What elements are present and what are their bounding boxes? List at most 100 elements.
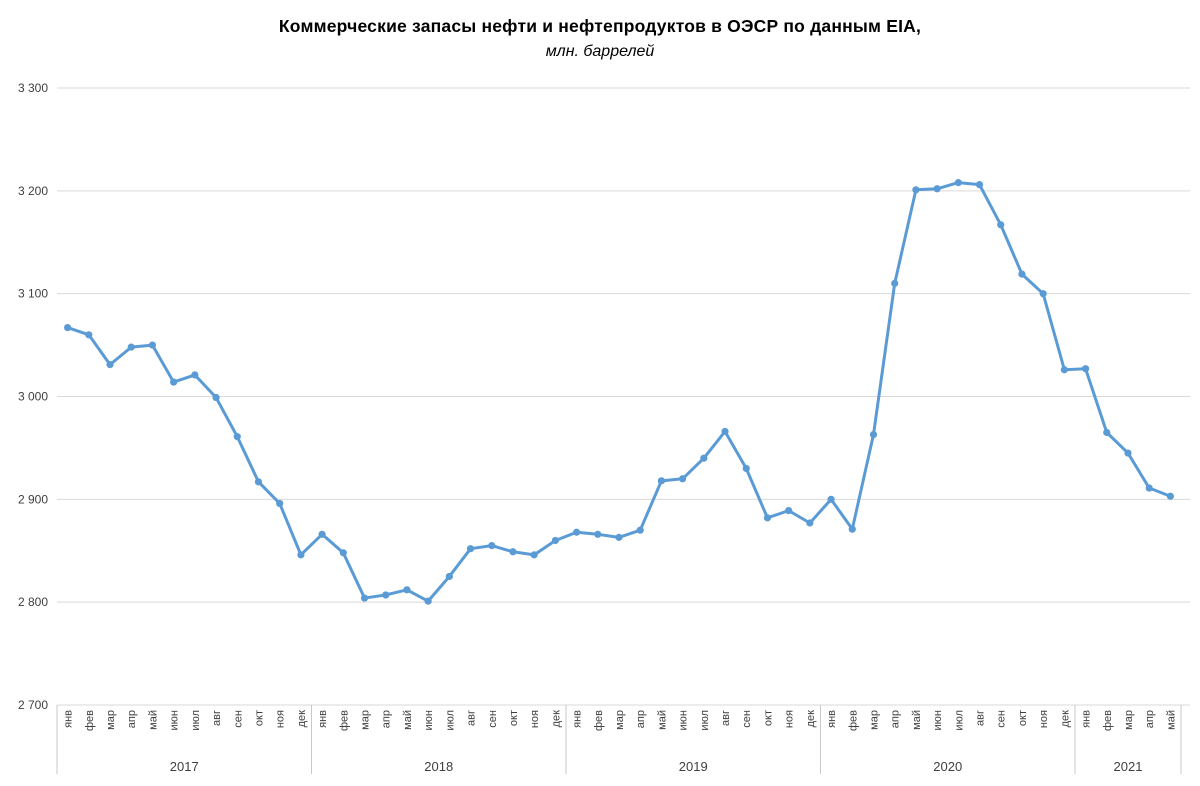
data-point	[106, 361, 114, 369]
month-label: мар	[614, 710, 626, 730]
y-tick-label: 3 300	[18, 81, 48, 95]
data-point	[679, 475, 687, 483]
year-label: 2017	[170, 759, 199, 774]
month-label: дек	[805, 710, 817, 728]
year-label: 2019	[679, 759, 708, 774]
data-point	[1039, 290, 1047, 298]
title-block: Коммерческие запасы нефти и нефтепродукт…	[0, 16, 1200, 61]
month-label: июл	[953, 710, 965, 731]
month-label: фев	[84, 710, 96, 731]
month-label: июл	[190, 710, 202, 731]
data-point	[912, 186, 920, 194]
month-label: сен	[996, 710, 1008, 728]
data-point	[657, 477, 666, 485]
data-point	[1103, 428, 1111, 437]
data-point	[382, 591, 390, 599]
data-point	[1060, 366, 1068, 374]
data-point	[191, 371, 199, 379]
data-point	[170, 378, 178, 386]
month-label: дек	[1059, 710, 1071, 728]
month-label: май	[402, 710, 414, 730]
month-label: апр	[381, 710, 393, 728]
data-series	[64, 179, 1174, 605]
data-point	[572, 528, 581, 536]
month-label: окт	[762, 710, 774, 726]
data-point	[403, 586, 411, 594]
data-point	[615, 533, 623, 541]
month-label: мар	[1123, 710, 1135, 730]
month-label: апр	[890, 710, 902, 728]
data-point	[254, 478, 263, 486]
data-point	[806, 519, 814, 527]
data-point	[785, 507, 793, 515]
chart-title: Коммерческие запасы нефти и нефтепродукт…	[278, 16, 922, 36]
data-point	[997, 221, 1005, 229]
month-label: мар	[105, 710, 117, 730]
data-point	[827, 495, 835, 503]
data-point	[869, 430, 878, 439]
y-tick-label: 3 100	[18, 287, 48, 301]
month-label: окт	[1017, 710, 1029, 726]
year-label: 2020	[933, 759, 962, 774]
month-label: июн	[423, 710, 435, 730]
data-point	[721, 427, 729, 436]
month-label: янв	[572, 710, 584, 728]
data-point	[127, 343, 135, 351]
data-point	[891, 279, 899, 287]
month-label: ноя	[784, 710, 796, 728]
data-point	[64, 324, 72, 332]
data-point	[1145, 484, 1153, 492]
data-point	[318, 530, 326, 538]
month-label: май	[1165, 710, 1177, 730]
month-label: ноя	[529, 710, 541, 728]
data-point	[276, 499, 284, 508]
month-label: фев	[338, 710, 350, 731]
data-point	[700, 454, 708, 462]
data-point	[509, 548, 517, 556]
month-label: окт	[508, 710, 520, 726]
data-point	[360, 594, 369, 602]
data-point	[594, 530, 602, 538]
month-label: сен	[232, 710, 244, 728]
month-label: янв	[826, 710, 838, 728]
month-label: апр	[1144, 710, 1156, 728]
data-point	[763, 514, 772, 522]
data-point	[530, 551, 538, 559]
month-label: май	[911, 710, 923, 730]
y-tick-label: 2 900	[18, 492, 48, 506]
data-point	[445, 572, 453, 581]
chart-subtitle: млн. баррелей	[545, 43, 655, 60]
month-label: май	[656, 710, 668, 730]
month-label: дек	[550, 710, 562, 728]
data-point	[636, 526, 644, 534]
month-label: июн	[678, 710, 690, 730]
month-label: янв	[317, 710, 329, 728]
month-label: авг	[975, 710, 987, 726]
data-point	[848, 525, 856, 533]
month-label: июн	[169, 710, 181, 730]
data-point	[233, 433, 241, 441]
y-axis-labels: 3 300 3 200 3 100 3 000 2 900 2 800 2 700	[18, 81, 48, 712]
x-axis: янв фев мар апр май июн июл авг сен окт ноя дек янв ф…	[56, 705, 1182, 774]
y-tick-label: 2 800	[18, 595, 48, 609]
data-point	[148, 341, 157, 349]
month-label: июл	[444, 710, 456, 731]
month-label: ноя	[275, 710, 287, 728]
month-label: янв	[63, 710, 75, 728]
month-label: авг	[720, 710, 732, 726]
month-label: сен	[487, 710, 499, 728]
data-point	[424, 597, 432, 605]
data-point	[1124, 449, 1132, 457]
month-label: июн	[932, 710, 944, 730]
month-label: мар	[868, 710, 880, 730]
month-label: июл	[699, 710, 711, 731]
month-label: авг	[211, 710, 223, 726]
month-label: авг	[466, 710, 478, 726]
month-label: сен	[741, 710, 753, 728]
y-tick-label: 3 000	[18, 390, 48, 404]
month-label: окт	[253, 710, 265, 726]
month-label: апр	[126, 710, 138, 728]
data-point	[85, 331, 93, 339]
gridlines	[57, 87, 1190, 706]
month-label: фев	[1102, 710, 1114, 731]
